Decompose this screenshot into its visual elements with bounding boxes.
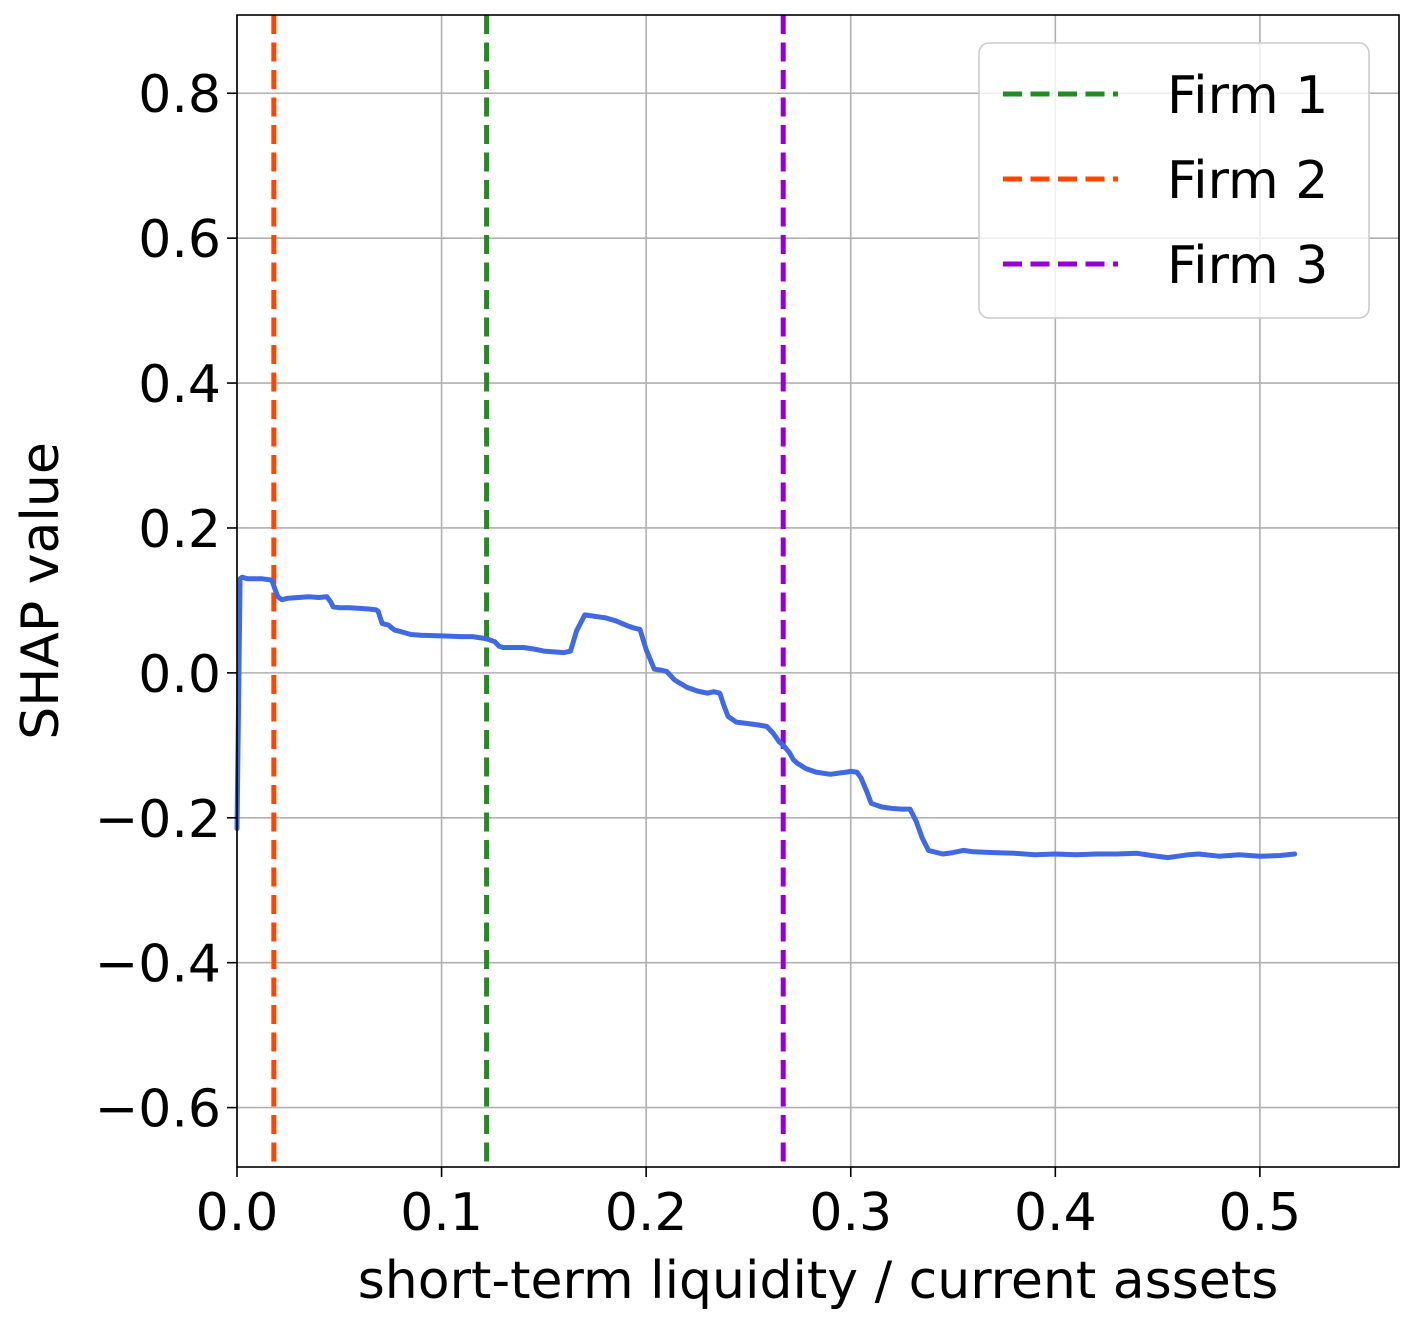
- x-tick-label: 0.0: [196, 1183, 279, 1243]
- y-tick-label: −0.6: [95, 1080, 221, 1140]
- y-tick-label: 0.6: [138, 210, 221, 270]
- y-tick-label: −0.4: [95, 935, 221, 995]
- x-tick-label: 0.1: [400, 1183, 483, 1243]
- legend-label-firm-3: Firm 3: [1167, 236, 1328, 296]
- x-tick-label: 0.4: [1014, 1183, 1097, 1243]
- y-tick-label: 0.8: [138, 65, 221, 125]
- axes-frame: [236, 14, 1400, 1168]
- legend-label-firm-2: Firm 2: [1167, 151, 1328, 211]
- legend-box: [978, 42, 1370, 319]
- x-tick-label: 0.5: [1219, 1183, 1302, 1243]
- legend-label-firm-1: Firm 1: [1167, 66, 1328, 126]
- shap-series-line: [234, 574, 1298, 861]
- x-axis-label: short-term liquidity / current assets: [358, 1251, 1279, 1311]
- x-tick-label: 0.2: [605, 1183, 688, 1243]
- series-group: [234, 574, 1298, 861]
- y-tick-label: 0.0: [138, 645, 221, 705]
- y-tick-label: 0.2: [138, 500, 221, 560]
- y-tick-label: −0.2: [95, 790, 221, 850]
- x-axis-ticks: 0.0 0.1 0.2 0.3 0.4 0.5: [196, 1167, 1302, 1243]
- y-axis-ticks: −0.6 −0.4 −0.2 0.0 0.2 0.4 0.6 0.8: [95, 65, 237, 1140]
- x-tick-label: 0.3: [809, 1183, 892, 1243]
- y-tick-label: 0.4: [138, 355, 221, 415]
- legend: Firm 1 Firm 2 Firm 3: [978, 42, 1370, 319]
- y-axis-label: SHAP value: [11, 442, 71, 740]
